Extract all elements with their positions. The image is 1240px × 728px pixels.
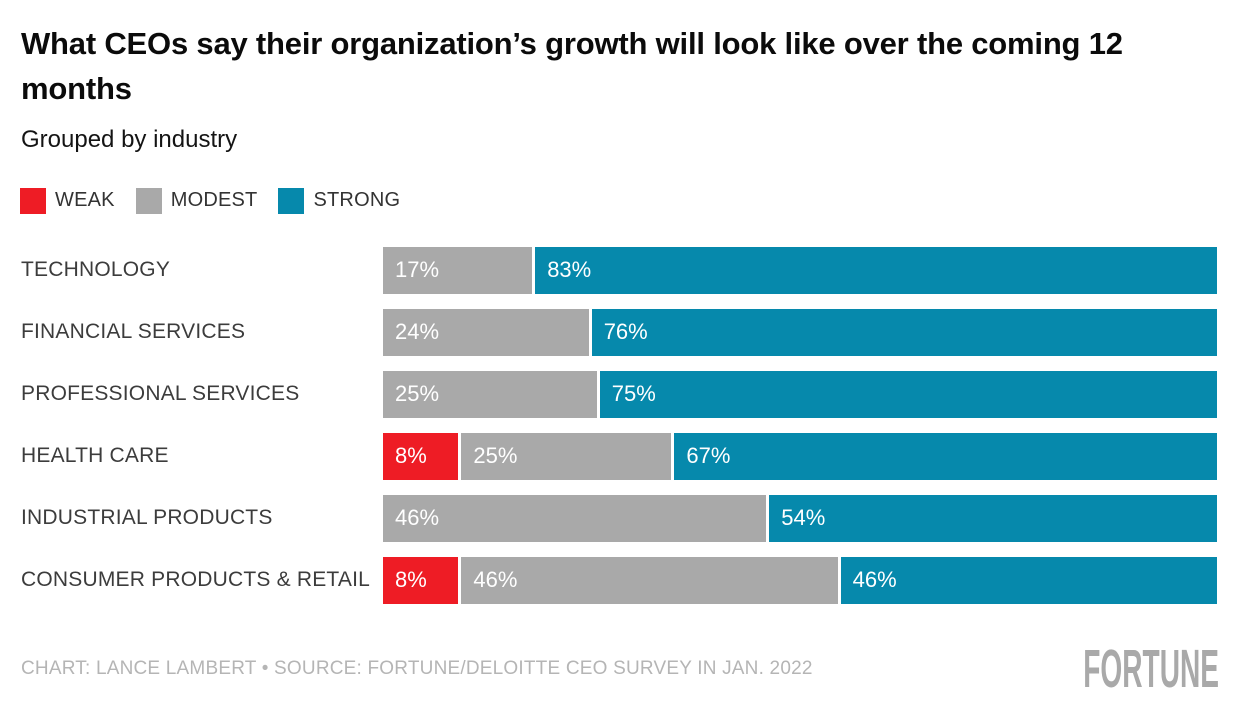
stacked-bar: 46% 54%	[383, 494, 1217, 542]
bar-segment-modest: 17%	[383, 246, 533, 294]
bar-segment-strong: 54%	[769, 494, 1217, 542]
chart-card: What CEOs say their organization’s growt…	[0, 22, 1240, 728]
chart-row: CONSUMER PRODUCTS & RETAIL 8% 46% 46%	[21, 556, 1217, 604]
bar-segment-modest: 46%	[383, 494, 767, 542]
bar-value-label: 8%	[395, 443, 427, 469]
bar-segment-modest: 25%	[383, 370, 597, 418]
bar-value-label: 46%	[473, 567, 518, 593]
bar-segment-modest: 25%	[461, 432, 672, 480]
chart-title: What CEOs say their organization’s growt…	[21, 26, 1123, 106]
legend-item-strong: STRONG	[278, 187, 401, 214]
bar-value-label: 46%	[852, 567, 897, 593]
legend-label-strong: STRONG	[313, 189, 401, 212]
stacked-bar: 8% 25% 67%	[383, 432, 1217, 480]
source-note: CHART: LANCE LAMBERT • SOURCE: FORTUNE/D…	[21, 658, 813, 680]
row-label: PROFESSIONAL SERVICES	[21, 382, 300, 406]
legend-swatch-weak	[20, 187, 46, 214]
stacked-bar: 17% 83%	[383, 246, 1217, 294]
chart-row: TECHNOLOGY 17% 83%	[21, 246, 1217, 294]
bar-value-label: 76%	[603, 319, 648, 345]
bar-value-label: 25%	[395, 381, 440, 407]
bar-value-label: 75%	[611, 381, 656, 407]
bar-value-label: 67%	[686, 443, 731, 469]
bar-segment-weak: 8%	[383, 556, 459, 604]
bar-segment-strong: 83%	[535, 246, 1217, 294]
row-label: INDUSTRIAL PRODUCTS	[21, 506, 273, 530]
bar-segment-strong: 46%	[840, 556, 1217, 604]
legend-label-modest: MODEST	[170, 189, 258, 212]
row-label: CONSUMER PRODUCTS & RETAIL	[21, 568, 371, 592]
bar-segment-modest: 46%	[461, 556, 838, 604]
bar-value-label: 8%	[395, 567, 427, 593]
chart-subtitle: Grouped by industry	[21, 125, 238, 153]
chart-row: PROFESSIONAL SERVICES 25% 75%	[21, 370, 1217, 418]
legend-swatch-strong	[278, 187, 305, 214]
bar-segment-modest: 24%	[383, 308, 589, 356]
row-label: TECHNOLOGY	[21, 258, 171, 282]
bar-segment-weak: 8%	[383, 432, 459, 480]
legend-label-weak: WEAK	[55, 189, 115, 212]
bar-segment-strong: 76%	[591, 308, 1217, 356]
bar-segment-strong: 67%	[674, 432, 1217, 480]
row-label: FINANCIAL SERVICES	[21, 320, 246, 344]
stacked-bar: 25% 75%	[383, 370, 1217, 418]
legend-item-weak: WEAK	[20, 187, 115, 214]
legend-swatch-modest	[135, 187, 162, 214]
chart-row: FINANCIAL SERVICES 24% 76%	[21, 308, 1217, 356]
bar-segment-strong: 75%	[599, 370, 1217, 418]
bar-value-label: 46%	[395, 505, 440, 531]
bar-value-label: 83%	[547, 257, 592, 283]
bar-value-label: 25%	[473, 443, 518, 469]
legend: WEAK MODEST STRONG	[20, 187, 1219, 214]
bar-value-label: 17%	[395, 257, 440, 283]
bar-value-label: 54%	[781, 505, 826, 531]
bar-chart: TECHNOLOGY 17% 83% FINANCIAL SERVICES 24% 76%…	[0, 246, 1240, 604]
stacked-bar: 8% 46% 46%	[383, 556, 1217, 604]
bar-value-label: 24%	[395, 319, 440, 345]
chart-row: INDUSTRIAL PRODUCTS 46% 54%	[21, 494, 1217, 542]
chart-row: HEALTH CARE 8% 25% 67%	[21, 432, 1217, 480]
footer: CHART: LANCE LAMBERT • SOURCE: FORTUNE/D…	[21, 638, 1219, 699]
stacked-bar: 24% 76%	[383, 308, 1217, 356]
legend-item-modest: MODEST	[135, 187, 258, 214]
row-label: HEALTH CARE	[21, 444, 169, 468]
fortune-logo: FORTUNE	[1083, 638, 1219, 699]
